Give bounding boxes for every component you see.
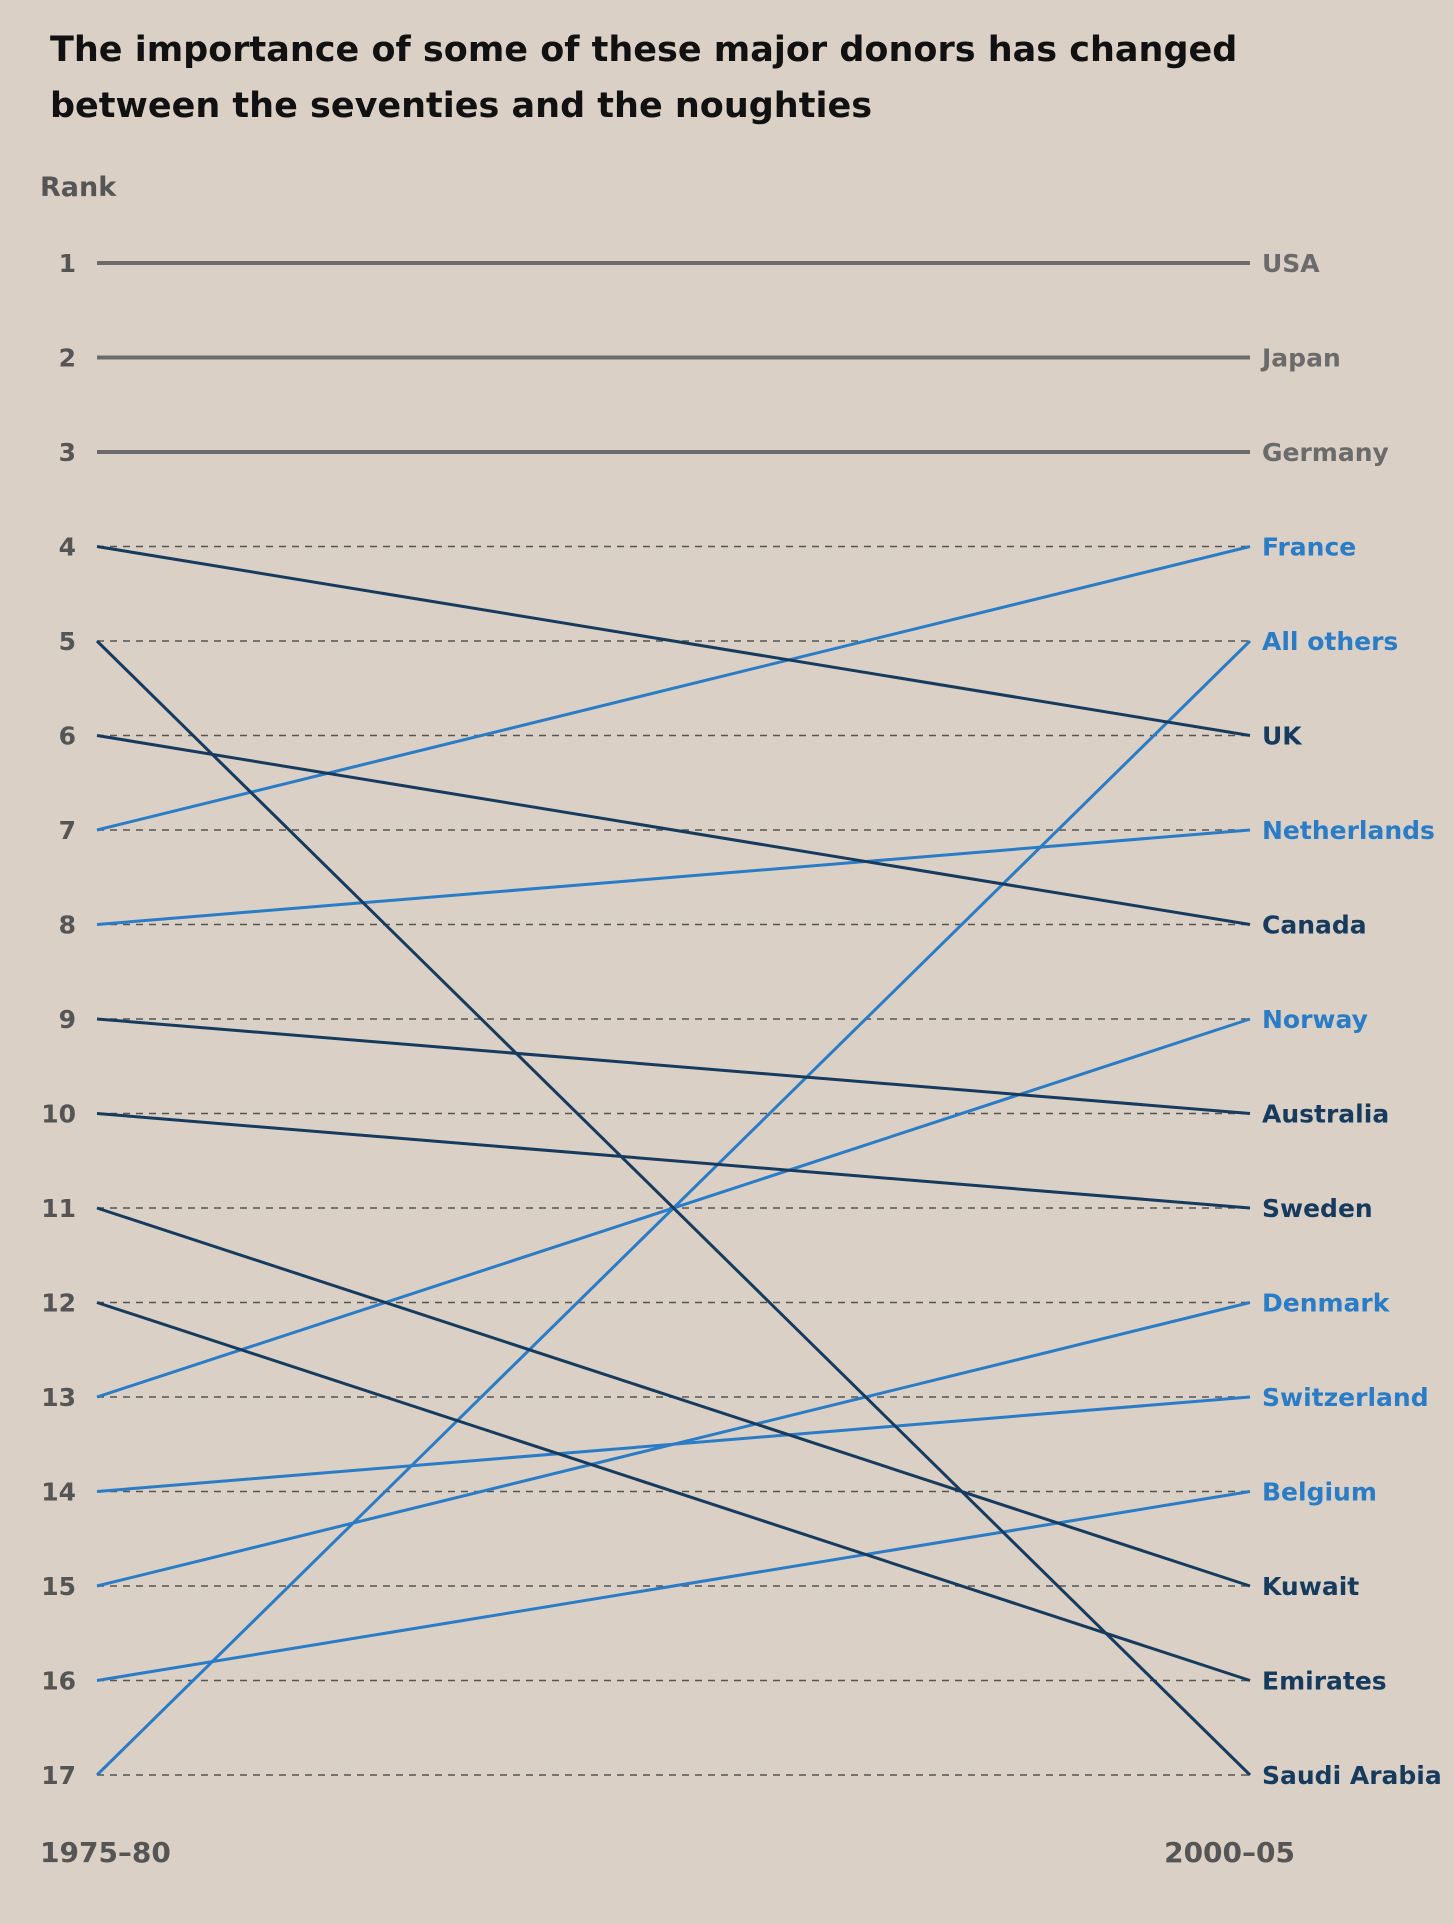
series-label-uk: UK [1262, 722, 1303, 751]
series-lines [95, 261, 1252, 1777]
y-tick-label-4: 4 [59, 533, 76, 562]
series-label-sweden: Sweden [1262, 1194, 1373, 1223]
y-tick-label-9: 9 [59, 1005, 76, 1034]
y-tick-label-3: 3 [59, 438, 76, 467]
series-label-kuwait: Kuwait [1262, 1572, 1359, 1601]
series-line-switzerland [96, 1395, 1251, 1493]
y-tick-label-16: 16 [41, 1667, 76, 1696]
series-line-uk [96, 545, 1251, 737]
series-line-france [96, 545, 1251, 832]
series-label-belgium: Belgium [1262, 1478, 1377, 1507]
chart-title: The importance of some of these major do… [50, 30, 1238, 126]
series-line-netherlands [96, 828, 1251, 926]
series-line-sweden [96, 1112, 1251, 1210]
y-tick-label-8: 8 [59, 911, 76, 940]
series-label-usa: USA [1262, 249, 1320, 278]
series-label-emirates: Emirates [1262, 1667, 1387, 1696]
series-label-netherlands: Netherlands [1262, 816, 1435, 845]
series-label-switzerland: Switzerland [1262, 1383, 1429, 1412]
y-axis-title: Rank [40, 172, 117, 203]
series-line-kuwait [96, 1206, 1251, 1588]
y-tick-label-12: 12 [41, 1289, 76, 1318]
series-label-all-others: All others [1262, 627, 1398, 656]
y-tick-label-6: 6 [59, 722, 76, 751]
series-label-canada: Canada [1262, 911, 1367, 940]
series-label-denmark: Denmark [1262, 1289, 1391, 1318]
series-label-norway: Norway [1262, 1005, 1368, 1034]
y-tick-label-14: 14 [41, 1478, 76, 1507]
grid-lines [97, 262, 1250, 1776]
y-tick-label-5: 5 [59, 627, 76, 656]
y-tick-label-13: 13 [41, 1383, 76, 1412]
y-tick-label-1: 1 [59, 249, 76, 278]
series-line-saudi-arabia [95, 639, 1252, 1777]
series-line-emirates [96, 1301, 1251, 1682]
series-label-japan: Japan [1260, 344, 1341, 373]
x-label-start: 1975–80 [40, 1836, 171, 1869]
y-tick-label-2: 2 [59, 344, 76, 373]
series-label-saudi-arabia: Saudi Arabia [1262, 1761, 1442, 1790]
series-label-france: France [1262, 533, 1356, 562]
y-tick-label-15: 15 [41, 1572, 76, 1601]
series-label-germany: Germany [1262, 438, 1389, 467]
y-tick-label-17: 17 [41, 1761, 76, 1790]
y-tick-label-10: 10 [41, 1100, 76, 1129]
y-tick-label-7: 7 [59, 816, 76, 845]
labels: Rank 1975–80 2000–05 1234567891011121314… [40, 172, 1442, 1869]
y-tick-label-11: 11 [41, 1194, 76, 1223]
series-label-australia: Australia [1262, 1100, 1389, 1129]
series-line-canada [96, 734, 1251, 926]
x-label-end: 2000–05 [1164, 1836, 1295, 1869]
series-line-australia [96, 1017, 1251, 1115]
